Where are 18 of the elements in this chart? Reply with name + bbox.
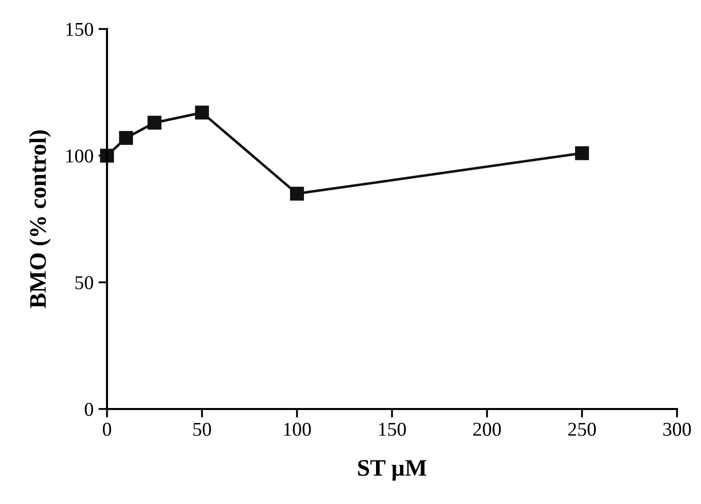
point (575, 146, 589, 160)
x-axis-title: ST µM (358, 460, 426, 481)
x-tick-label: 250 (568, 422, 596, 436)
y-tick-label: 50 (75, 276, 94, 290)
y-axis-title: BMO (% control) (29, 130, 51, 308)
point (148, 116, 162, 130)
y-tick-label: 100 (66, 149, 94, 163)
x-tick-label: 300 (663, 422, 691, 436)
x-tick-label: 150 (379, 422, 406, 436)
x-tick-label: 200 (473, 422, 501, 436)
x-tick-label: 100 (284, 422, 311, 436)
y-tick-label: 150 (66, 22, 94, 36)
point (195, 106, 209, 120)
y-tick-label: 0 (84, 402, 94, 416)
x-tick-label: 0 (102, 422, 112, 436)
point (290, 186, 304, 201)
point (119, 130, 133, 145)
x-tick-label: 50 (193, 422, 211, 436)
